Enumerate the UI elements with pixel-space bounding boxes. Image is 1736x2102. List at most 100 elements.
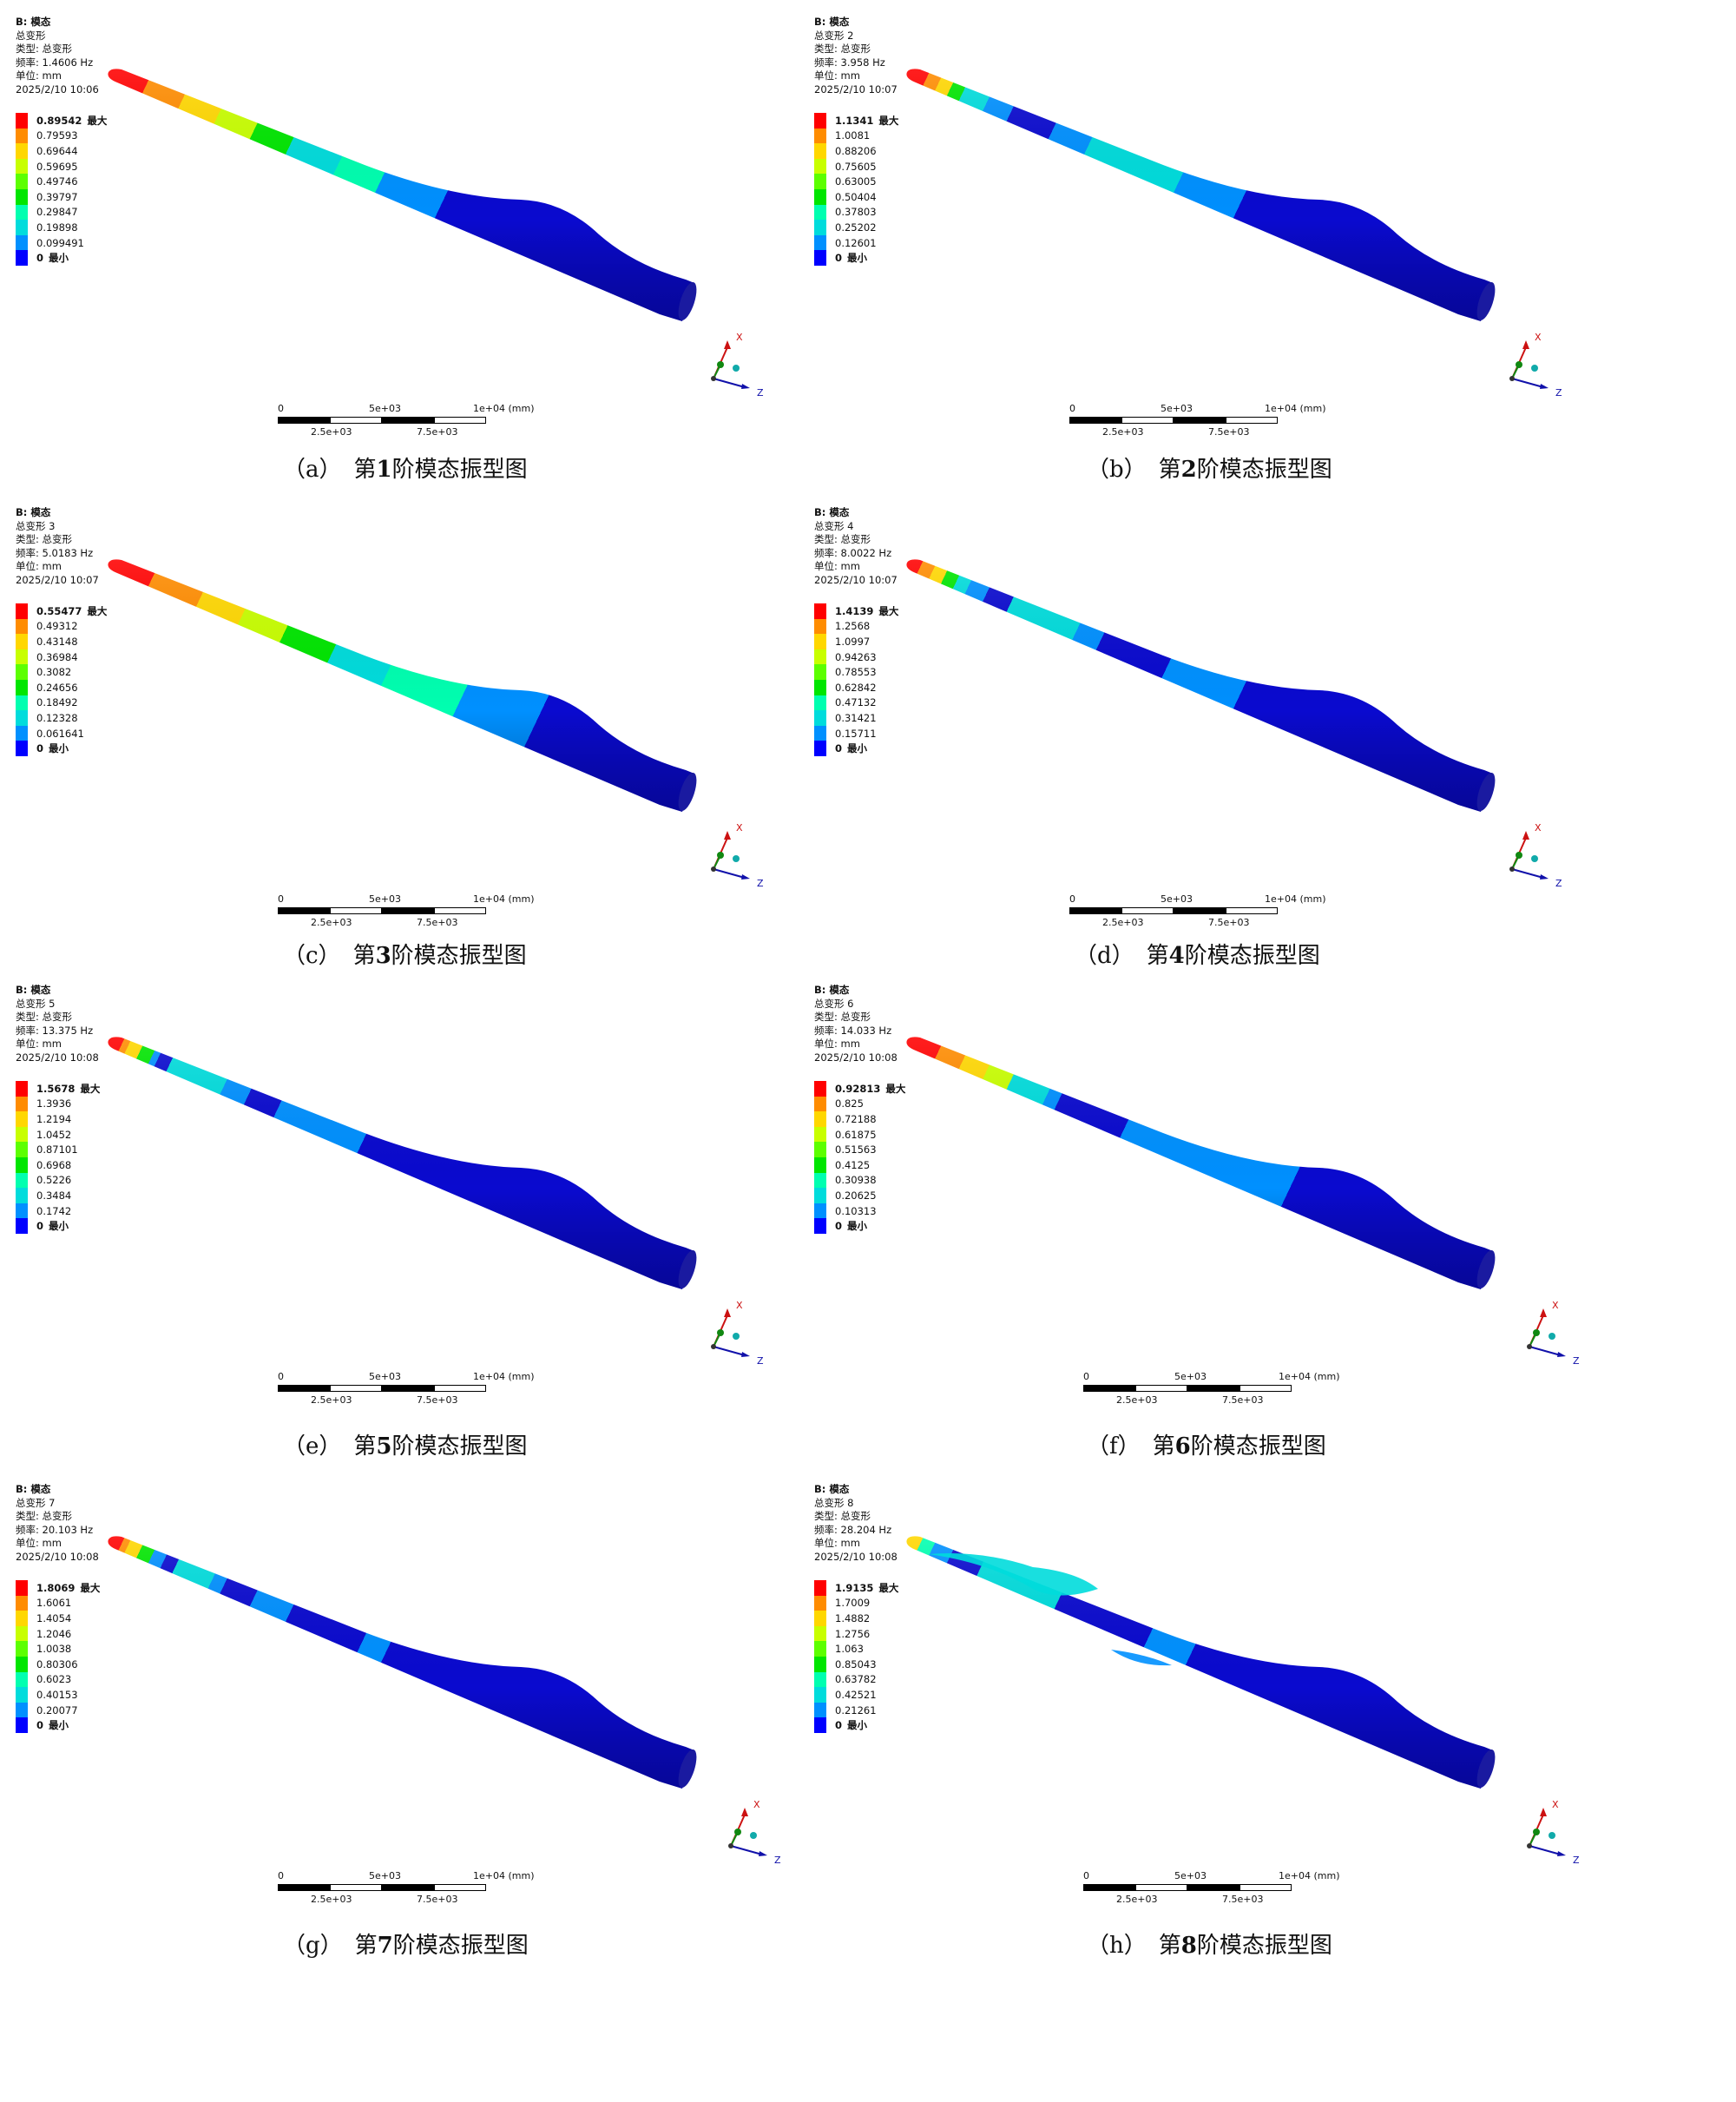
caption-tag: （d） <box>1075 943 1134 969</box>
legend-value: 0.92813 <box>835 1082 881 1095</box>
info-line: 总变形 5 <box>16 997 56 1010</box>
info-line: 2025/2/10 10:08 <box>16 1051 99 1064</box>
scale-segment <box>1226 417 1278 424</box>
scale-segment <box>1187 1884 1240 1891</box>
legend-value: 0.61875 <box>835 1128 877 1141</box>
legend-value: 0.51563 <box>835 1143 877 1156</box>
info-line: 2025/2/10 10:07 <box>814 82 898 96</box>
legend-swatch <box>814 1595 826 1611</box>
legend-entry: 0.29847 <box>16 204 107 221</box>
z-axis-arrow <box>1557 1352 1566 1357</box>
view-point-icon <box>733 855 740 862</box>
legend-entry: 1.2568 <box>814 618 898 635</box>
legend-entry: 1.2756 <box>814 1625 898 1642</box>
legend-entry: 0.63005 <box>814 174 898 189</box>
legend-entry: 0.49312 <box>16 618 107 635</box>
legend-swatch <box>814 1702 826 1718</box>
legend-swatch <box>16 128 28 144</box>
blade-model <box>906 1536 1496 1789</box>
legend-swatch <box>814 710 826 726</box>
legend-min-tag: 最小 <box>49 1220 69 1233</box>
blade-root-face <box>1476 281 1496 321</box>
scale-bar: 0 5e+03 1e+04 (mm) 2.5e+03 7.5e+03 <box>1069 403 1326 439</box>
scale-label: 5e+03 <box>369 1371 401 1382</box>
x-axis-label: X <box>1535 332 1542 343</box>
mode-panel-7: B: 模态 总变形 7 类型: 总变形 频率: 20.103 Hz 单位: mm 2025… <box>0 1467 868 1959</box>
legend-swatch <box>16 679 28 695</box>
info-line: 类型: 总变形 <box>814 533 871 545</box>
z-axis-label: Z <box>1573 1355 1580 1367</box>
legend-entry: 1.063 <box>814 1641 898 1657</box>
legend-swatch <box>814 204 826 221</box>
legend-swatch <box>16 1096 28 1112</box>
legend-entry: 0.18492 <box>16 695 107 711</box>
legend-swatch <box>814 174 826 189</box>
legend-max-tag: 最大 <box>80 1082 101 1095</box>
legend-value: 0 <box>36 742 44 755</box>
legend-value: 0.87101 <box>36 1143 78 1156</box>
x-axis-arrow <box>741 1808 748 1816</box>
blade-root-face <box>678 772 697 812</box>
scale-segment <box>1240 1385 1292 1392</box>
scale-label: 0 <box>278 893 284 905</box>
legend-value: 0.3484 <box>36 1189 72 1202</box>
legend-value: 0.36984 <box>36 650 78 663</box>
legend-entry: 0.4125 <box>814 1156 905 1173</box>
legend-swatch <box>16 1126 28 1143</box>
legend-entry: 0.55477 最大 <box>16 603 107 619</box>
scale-label: 0 <box>278 403 284 414</box>
axis-triad <box>711 340 750 389</box>
origin-dot <box>728 1843 733 1848</box>
figure-caption: （d） 第4阶模态振型图 <box>1075 938 1320 970</box>
legend-swatch <box>814 250 826 266</box>
x-axis-arrow <box>724 1308 731 1317</box>
result-info: B: 模态 总变形 7 类型: 总变形 频率: 20.103 Hz 单位: mm 2025… <box>16 1483 99 1564</box>
legend-swatch <box>814 1656 826 1672</box>
caption-prefix: 第 <box>1152 1433 1175 1460</box>
legend-value: 0.061641 <box>36 727 84 740</box>
legend-value: 0.39797 <box>36 190 78 203</box>
legend-swatch <box>16 1717 28 1733</box>
legend-swatch <box>16 1641 28 1657</box>
legend-swatch <box>16 1156 28 1173</box>
info-line: 2025/2/10 10:07 <box>16 573 99 586</box>
scale-bar: 0 5e+03 1e+04 (mm) 2.5e+03 7.5e+03 <box>278 1870 535 1907</box>
x-axis-arrow <box>1540 1808 1547 1816</box>
legend-swatch <box>814 1188 826 1203</box>
scale-segment <box>434 1385 486 1392</box>
legend-entry: 1.0997 <box>814 634 898 649</box>
scale-bar: 0 5e+03 1e+04 (mm) 2.5e+03 7.5e+03 <box>278 893 535 930</box>
result-info: B: 模态 总变形 4 类型: 总变形 频率: 8.0022 Hz 单位: mm 2025… <box>814 506 898 587</box>
x-axis-arrow <box>724 831 731 840</box>
scale-segment <box>1226 907 1278 914</box>
info-line: 单位: mm <box>814 1038 860 1050</box>
legend-value: 0.099491 <box>36 236 84 249</box>
legend-entry: 0.87101 <box>16 1142 100 1157</box>
legend-value: 1.5678 <box>36 1082 76 1095</box>
legend-max-tag: 最大 <box>885 1082 906 1095</box>
caption-suffix: 阶模态振型图 <box>391 1433 528 1460</box>
caption-tag: （a） <box>283 457 342 483</box>
z-axis-line <box>1529 1845 1562 1855</box>
legend-min-tag: 最小 <box>49 742 69 755</box>
mode-panel-5: B: 模态 总变形 5 类型: 总变形 频率: 13.375 Hz 单位: mm 2025… <box>0 968 868 1460</box>
legend-value: 0.63782 <box>835 1673 877 1686</box>
info-line: 总变形 3 <box>16 519 56 532</box>
caption-order: 7 <box>377 1933 393 1959</box>
legend-entry: 1.2046 <box>16 1625 100 1642</box>
caption-prefix: 第 <box>353 457 377 483</box>
scale-segment <box>330 1884 382 1891</box>
legend-value: 0.30938 <box>835 1174 877 1187</box>
scale-bar: 0 5e+03 1e+04 (mm) 2.5e+03 7.5e+03 <box>278 1371 535 1407</box>
legend-value: 1.7009 <box>835 1597 871 1610</box>
legend-swatch <box>16 1625 28 1642</box>
info-line: 单位: mm <box>814 560 860 572</box>
result-info: B: 模态 总变形 6 类型: 总变形 频率: 14.033 Hz 单位: mm 2025… <box>814 984 898 1064</box>
legend-entry: 0.89542 最大 <box>16 113 107 128</box>
legend-value: 1.063 <box>835 1643 864 1656</box>
legend-value: 1.6061 <box>36 1597 72 1610</box>
legend-swatch <box>814 695 826 711</box>
blade-shading <box>906 69 1493 321</box>
legend-swatch <box>814 1172 826 1189</box>
legend-value: 1.1341 <box>835 114 874 127</box>
